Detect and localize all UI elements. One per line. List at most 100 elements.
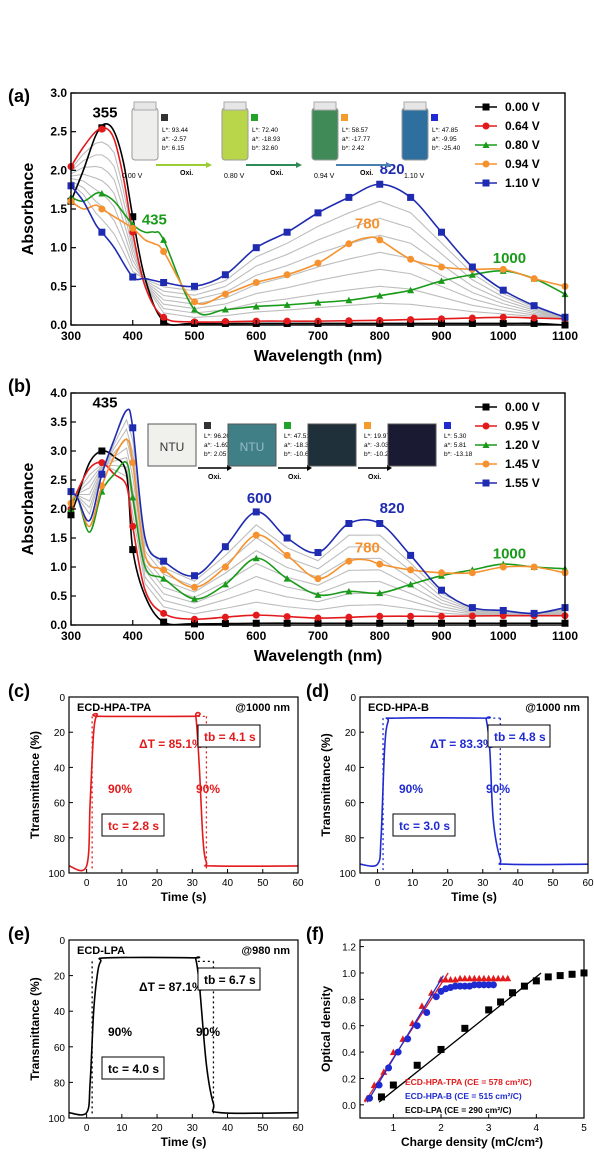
data-point — [407, 551, 415, 559]
x-tick-label: 30 — [187, 1123, 199, 1134]
data-point — [221, 563, 229, 571]
x-tick-label: 300 — [61, 629, 81, 643]
legend-label: 1.55 V — [505, 476, 540, 490]
series-line — [70, 183, 566, 319]
data-point — [314, 299, 322, 306]
x-tick-label: 0 — [84, 1123, 90, 1134]
wavelength-note: @1000 nm — [525, 702, 580, 714]
vial-voltage: 1.10 V — [404, 173, 425, 180]
x-tick-label: 20 — [442, 878, 454, 889]
vial-photo — [311, 107, 339, 161]
data-point — [376, 589, 384, 597]
intermediate-curve — [70, 154, 566, 319]
y-tick-label: 1.0 — [50, 560, 67, 574]
legend-label: 1.10 V — [505, 176, 540, 190]
data-point — [568, 970, 576, 978]
y-tick-label: 0.5 — [50, 589, 67, 603]
lab-value: a*: -17.77 — [342, 136, 371, 143]
data-point — [520, 982, 528, 990]
inset-photos: L*: 93.44 a*: -2.57 b*: 6.15 0.00 V Oxi. L*: … — [122, 101, 461, 180]
data-point — [191, 298, 198, 306]
data-point — [283, 228, 291, 236]
data-point — [482, 460, 490, 468]
y-tick-label: 3.0 — [50, 444, 67, 458]
legend-label: ECD-LPA (CE = 290 cm²/C) — [405, 1105, 512, 1115]
lab-value: L*: 93.44 — [162, 127, 188, 134]
data-point — [314, 209, 322, 217]
data-point — [160, 575, 168, 582]
color-swatch — [444, 422, 451, 429]
data-point — [461, 974, 469, 982]
data-point — [191, 595, 198, 602]
data-point — [494, 974, 502, 982]
intermediate-curve — [70, 180, 566, 319]
lab-value: b*: -13.18 — [444, 451, 473, 458]
x-axis-title: Time (s) — [451, 890, 497, 904]
data-point — [252, 278, 260, 286]
vial-photo — [221, 107, 249, 161]
x-axis-title: Time (s) — [161, 890, 207, 904]
vial-voltage: 0.80 V — [224, 173, 245, 180]
x-tick-label: 20 — [152, 878, 164, 889]
lab-value: a*: -18.93 — [252, 136, 281, 143]
color-swatch — [431, 114, 438, 121]
film-text: NTU — [160, 440, 185, 454]
y-tick-label: 80 — [345, 834, 357, 845]
x-tick-label: 1100 — [552, 329, 578, 343]
y-tick-label: 0.8 — [342, 995, 356, 1006]
panel-label: (c) — [8, 681, 30, 701]
y-tick-label: 0 — [350, 693, 356, 704]
lab-value: b*: 6.15 — [162, 145, 185, 152]
data-point — [129, 273, 137, 281]
data-point — [283, 575, 291, 582]
y-tick-label: 2.0 — [50, 502, 67, 516]
lab-value: L*: 47.85 — [432, 127, 458, 134]
data-point — [482, 422, 490, 430]
oxidation-label: Oxi. — [288, 474, 301, 481]
delta-t-label: ΔT = 87.1% — [139, 980, 203, 994]
data-point — [404, 1035, 412, 1043]
data-point — [468, 263, 476, 271]
lab-value: b*: 32.60 — [252, 145, 278, 152]
data-point — [482, 122, 490, 130]
x-tick-label: 0 — [84, 878, 90, 889]
intermediate-curve — [70, 178, 566, 319]
y-tick-label: 0 — [59, 693, 65, 704]
bleaching-time-label: tb = 4.8 s — [494, 730, 546, 744]
tb-box — [197, 967, 261, 991]
y-tick-label: 60 — [54, 1043, 66, 1054]
y-tick-label: 1.0 — [50, 241, 67, 255]
data-point — [314, 575, 322, 583]
vial-photo — [131, 107, 159, 161]
y-tick-label: 2.0 — [50, 163, 67, 177]
data-point — [129, 522, 137, 530]
data-point — [283, 301, 291, 308]
plot-frame — [68, 696, 299, 874]
data-point — [482, 103, 490, 111]
y-tick-label: 1.0 — [342, 969, 356, 980]
x-tick-label: 50 — [257, 878, 269, 889]
legend-label: 0.00 V — [505, 100, 540, 114]
data-point — [438, 228, 445, 236]
y-tick-label: 4.0 — [50, 386, 67, 400]
chart-d: 0 10 20 30 40 50 60 0 20 40 60 80 100 Time (s) Transmi… — [319, 693, 594, 904]
data-point — [480, 974, 488, 982]
coloring-time-label: tc = 4.0 s — [108, 1062, 159, 1076]
data-point — [489, 981, 497, 989]
data-point — [407, 193, 415, 201]
data-point — [283, 317, 291, 325]
data-point — [438, 612, 445, 620]
peak-annotation: 355 — [92, 105, 117, 122]
data-point — [221, 290, 229, 298]
data-point — [385, 1064, 393, 1072]
data-point — [160, 236, 168, 243]
y-tick-label: 60 — [345, 799, 357, 810]
data-point — [482, 141, 490, 148]
data-point — [345, 520, 353, 527]
y-tick-label: 1.2 — [342, 943, 356, 954]
data-point — [509, 989, 517, 997]
bleaching-time-label: tb = 4.1 s — [204, 730, 256, 744]
data-point — [389, 1081, 397, 1089]
x-tick-label: 900 — [431, 329, 451, 343]
legend-label: 0.94 V — [505, 157, 540, 171]
